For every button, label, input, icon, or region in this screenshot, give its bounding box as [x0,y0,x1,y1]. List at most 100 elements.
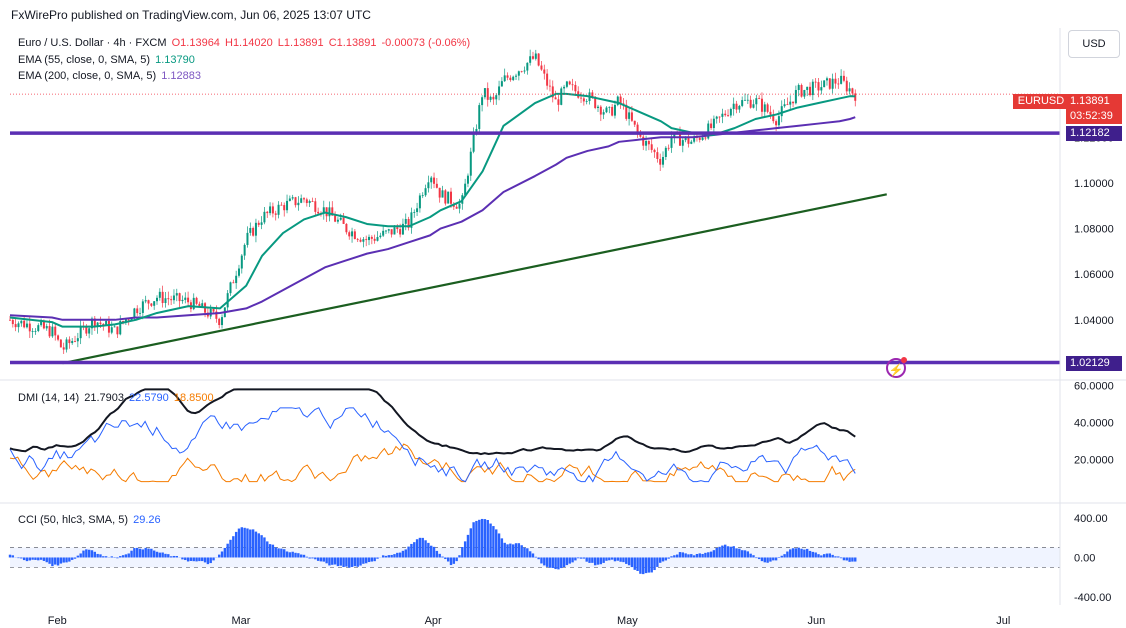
candle-body [418,195,421,209]
candle-body [597,106,599,109]
x-tick-label: Feb [48,615,67,627]
candle-body [25,323,28,328]
candle-body [797,85,800,91]
candle-body [184,297,187,300]
candle-body [656,152,659,159]
candle-body [483,88,486,98]
candle-body [297,202,300,206]
bolt-icon[interactable]: ⚡ [886,357,907,378]
price-tick-label: 1.04000 [1074,315,1114,327]
candle-body [74,341,77,342]
last-price: 1.13891 [1070,95,1110,107]
cci-pane [8,518,1060,575]
candle-body [840,75,843,84]
ema200-label: EMA (200, close, 0, SMA, 5) [18,70,157,82]
dmi-adx-line [9,388,856,456]
candle-body [404,218,407,224]
ohlc-change: -0.00073 (-0.06%) [381,37,471,49]
candle-body [45,326,48,329]
candle-body [854,93,857,101]
candle-body [738,105,741,110]
ohlc-low: L1.13891 [277,37,324,49]
candle-body [421,195,424,197]
candle-body [14,324,17,328]
candle-body [814,81,817,83]
dmi-minus-line [9,443,856,483]
dmi-legend[interactable]: DMI (14, 14) 21.7903 22.5790 18.8500 [18,392,214,404]
candle-body [831,78,834,89]
candle-body [794,90,797,104]
candle-body [825,78,828,81]
candle-body [557,99,560,105]
candle-body [387,229,390,231]
dmi-pane [9,388,856,483]
candle-body [331,207,334,216]
candle-body [249,227,252,233]
candle-body [141,301,144,313]
dmi-tick-label: 20.0000 [1074,454,1114,466]
candle-body [438,187,441,198]
candle-body [201,303,204,308]
candle-body [116,326,119,335]
ema200-legend[interactable]: EMA (200, close, 0, SMA, 5) 1.12883 [18,70,201,82]
trendline [62,193,887,365]
candle-body [416,208,419,213]
candle-body [373,238,376,241]
candle-body [455,206,458,209]
candle-body [328,207,331,217]
candle-body [396,227,399,230]
candle-body [65,339,68,350]
cci-legend[interactable]: CCI (50, hlc3, SMA, 5) 29.26 [18,514,161,526]
candle-body [718,116,721,118]
candle-body [345,223,348,233]
ema55-legend[interactable]: EMA (55, close, 0, SMA, 5) 1.13790 [18,54,195,66]
candle-body [834,78,837,84]
x-tick-label: Jun [808,615,826,627]
candle-body [611,106,614,116]
candle-body [79,325,82,339]
candle-body [314,201,317,212]
candle-body [447,191,450,204]
dmi-tick-label: 40.0000 [1074,418,1114,430]
candle-body [526,62,529,71]
x-tick-label: May [617,615,638,627]
candle-body [342,217,345,224]
dmi-minus-value: 18.8500 [173,392,214,404]
candle-body [619,96,622,104]
candle-body [498,86,501,96]
candle-body [260,222,263,225]
candle-body [746,99,749,101]
candle-body [489,96,492,100]
candle-body [613,104,616,116]
candle-body [277,204,280,215]
candle-body [156,297,158,302]
currency-button[interactable]: USD [1068,30,1120,58]
candle-body [842,75,845,81]
candle-body [828,78,831,89]
candle-body [34,330,37,332]
candle-body [766,104,769,112]
candle-body [334,215,337,222]
candle-body [628,112,631,119]
last-price-tag: 1.13891 03:52:39 [1066,94,1122,124]
symbol-legend: Euro / U.S. Dollar · 4h · FXCM O1.13964 … [18,37,470,49]
candle-body [540,65,543,70]
candle-body [410,212,413,228]
candle-body [85,326,88,334]
candle-body [727,115,730,116]
candle-body [546,73,549,86]
candle-body [563,86,566,89]
candle-body [780,106,783,117]
candle-body [127,319,130,321]
candle-body [379,235,382,238]
candle-body [172,295,175,301]
candle-body [62,347,65,350]
candle-body [433,177,436,184]
candle-body [845,80,848,92]
candle-body [311,200,314,202]
level-tag-upper: 1.12182 [1066,126,1122,142]
candle-body [715,116,718,119]
candle-body [167,298,170,300]
candle-body [288,198,291,201]
